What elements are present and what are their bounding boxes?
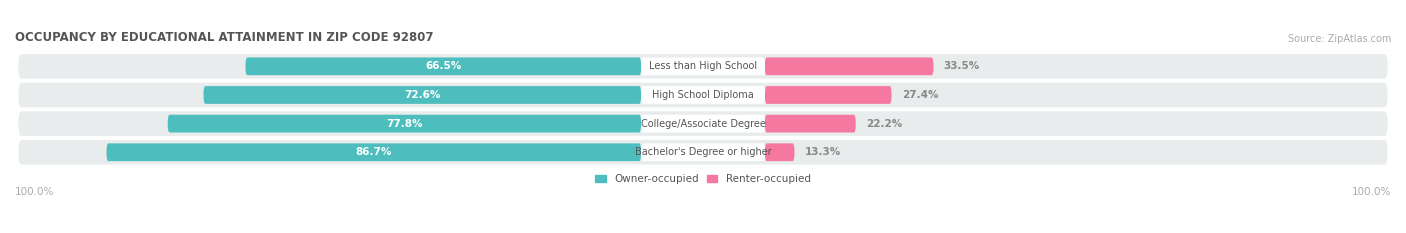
FancyBboxPatch shape (641, 143, 765, 161)
Text: 13.3%: 13.3% (804, 147, 841, 157)
Text: OCCUPANCY BY EDUCATIONAL ATTAINMENT IN ZIP CODE 92807: OCCUPANCY BY EDUCATIONAL ATTAINMENT IN Z… (15, 31, 433, 44)
FancyBboxPatch shape (765, 115, 856, 133)
FancyBboxPatch shape (246, 58, 641, 75)
Text: Source: ZipAtlas.com: Source: ZipAtlas.com (1288, 34, 1391, 44)
Text: 27.4%: 27.4% (901, 90, 938, 100)
FancyBboxPatch shape (18, 83, 1388, 107)
Text: 33.5%: 33.5% (943, 61, 980, 71)
Text: 72.6%: 72.6% (404, 90, 440, 100)
FancyBboxPatch shape (107, 143, 641, 161)
Text: 22.2%: 22.2% (866, 119, 903, 129)
FancyBboxPatch shape (18, 54, 1388, 79)
Text: Bachelor's Degree or higher: Bachelor's Degree or higher (634, 147, 772, 157)
Legend: Owner-occupied, Renter-occupied: Owner-occupied, Renter-occupied (591, 170, 815, 188)
FancyBboxPatch shape (641, 58, 765, 75)
Text: 86.7%: 86.7% (356, 147, 392, 157)
FancyBboxPatch shape (765, 143, 794, 161)
FancyBboxPatch shape (641, 115, 765, 133)
FancyBboxPatch shape (641, 86, 765, 104)
Text: High School Diploma: High School Diploma (652, 90, 754, 100)
FancyBboxPatch shape (765, 58, 934, 75)
FancyBboxPatch shape (204, 86, 641, 104)
Text: College/Associate Degree: College/Associate Degree (641, 119, 765, 129)
FancyBboxPatch shape (765, 86, 891, 104)
Text: Less than High School: Less than High School (650, 61, 756, 71)
FancyBboxPatch shape (18, 140, 1388, 164)
Text: 100.0%: 100.0% (1351, 188, 1391, 198)
FancyBboxPatch shape (167, 115, 641, 133)
FancyBboxPatch shape (18, 111, 1388, 136)
Text: 100.0%: 100.0% (15, 188, 55, 198)
Text: 66.5%: 66.5% (425, 61, 461, 71)
Text: 77.8%: 77.8% (387, 119, 423, 129)
